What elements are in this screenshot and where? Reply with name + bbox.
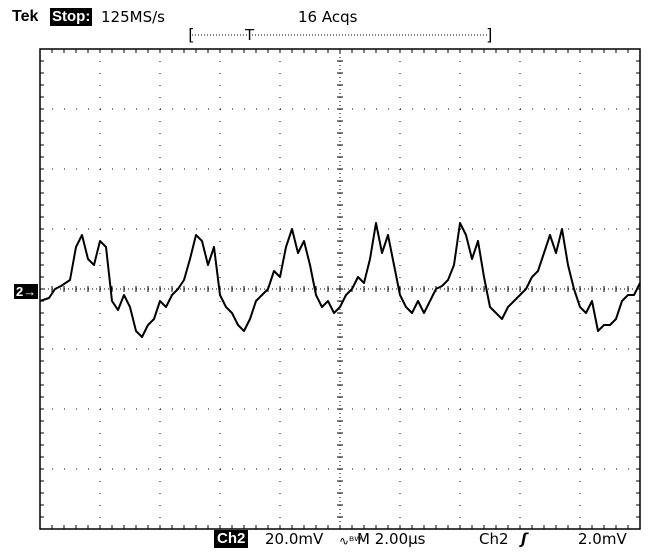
record-bar-left-bracket: [ — [186, 25, 196, 44]
acquisition-count-readout: 16 Acqs — [298, 8, 358, 26]
graticule-center-ticks — [39, 48, 641, 530]
acquisition-state-badge: Stop: — [50, 8, 93, 26]
brand-label: Tek — [12, 8, 39, 25]
sample-rate-readout: 125MS/s — [101, 8, 165, 26]
channel-ground-marker: 2→ — [14, 284, 39, 299]
record-bar-right-bracket: ] — [485, 25, 495, 44]
trigger-source-readout: Ch2 — [479, 530, 509, 548]
waveform-trace — [39, 222, 641, 338]
volts-per-div-readout: 20.0mV — [265, 530, 324, 548]
coupling-icon: ∿ᴮᵂ — [339, 534, 362, 548]
channel-badge: Ch2 — [214, 530, 249, 548]
timebase-readout: M 2.00µs — [357, 530, 426, 548]
rising-edge-icon: ʃ — [521, 530, 528, 548]
trigger-level-readout: 2.0mV — [578, 530, 627, 548]
trigger-position-marker: T — [244, 26, 255, 44]
